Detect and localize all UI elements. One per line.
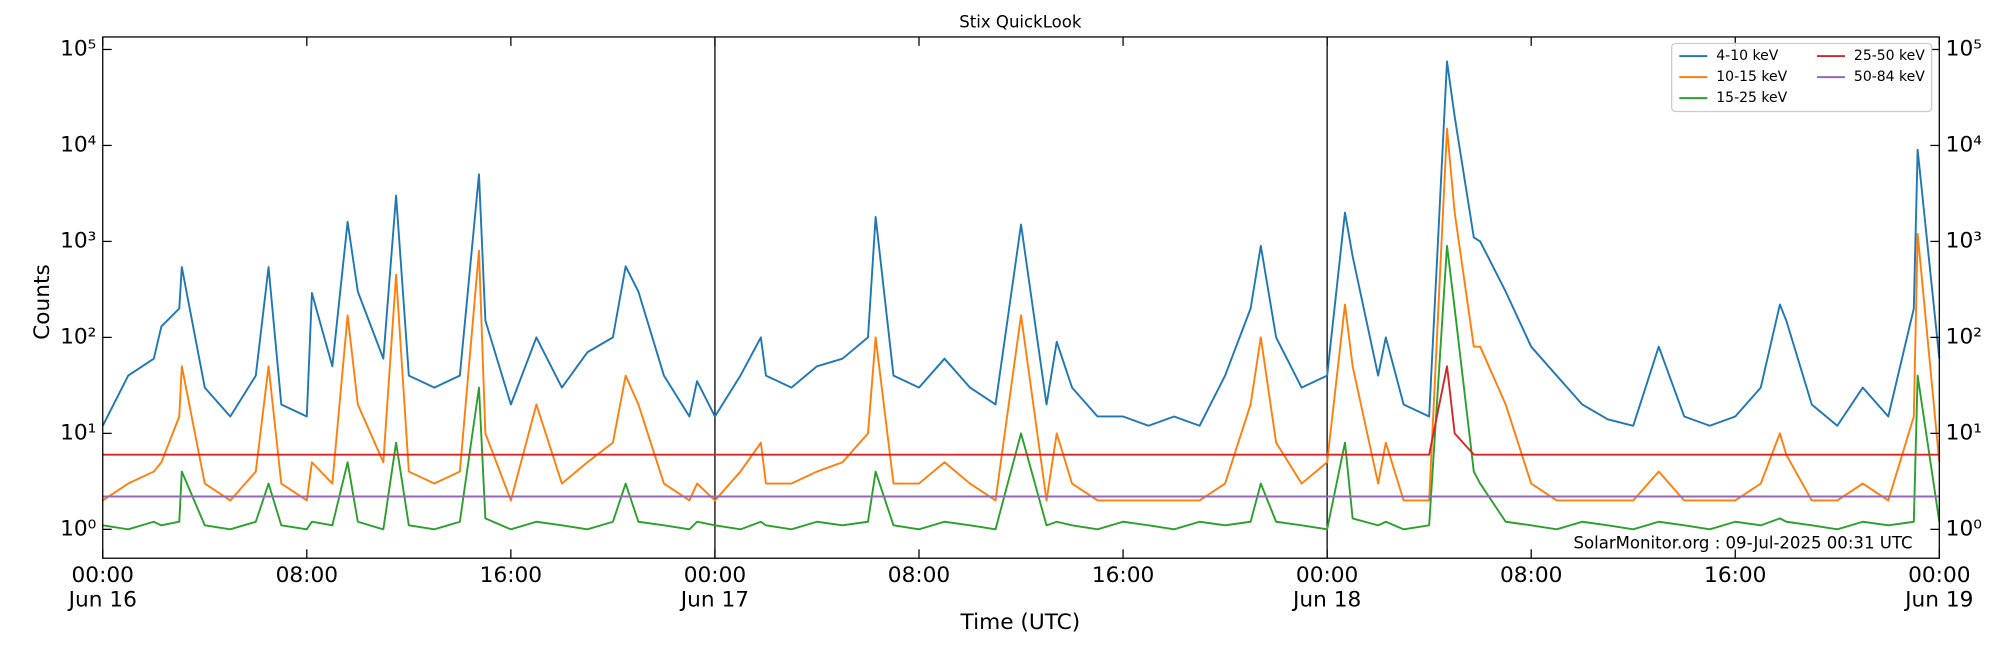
x-tick-label: 08:00 bbox=[888, 563, 950, 588]
series-line bbox=[102, 127, 1941, 502]
y-tick-label: 10⁵ bbox=[60, 36, 96, 61]
x-tick-label: 00:00 Jun 16 bbox=[67, 563, 137, 612]
x-tick-label: 00:00 Jun 18 bbox=[1291, 563, 1361, 612]
y-tick-label: 10³ bbox=[1946, 228, 1982, 253]
y-tick-label: 10³ bbox=[60, 228, 96, 253]
chart-title: Stix QuickLook bbox=[959, 12, 1082, 31]
y-tick-label: 10⁰ bbox=[1946, 516, 1982, 541]
legend-label: 25-50 keV bbox=[1854, 48, 1925, 64]
y-tick-label: 10⁰ bbox=[60, 516, 96, 541]
legend-label: 50-84 keV bbox=[1854, 69, 1925, 85]
x-axis-label: Time (UTC) bbox=[960, 610, 1081, 635]
series-line bbox=[102, 244, 1941, 531]
legend: 4-10 keV 10-15 keV 15-25 keV 25-50 keV 50-84… bbox=[1671, 42, 1933, 113]
y-tick-label: 10¹ bbox=[60, 420, 96, 445]
x-tick-label: 00:00 Jun 17 bbox=[679, 563, 749, 612]
x-tick-label: 16:00 bbox=[1704, 563, 1766, 588]
x-tick-label: 16:00 bbox=[1092, 563, 1154, 588]
legend-label: 4-10 keV bbox=[1716, 48, 1778, 64]
series-line bbox=[101, 60, 1941, 427]
y-tick-label: 10² bbox=[1946, 324, 1982, 349]
plot-frame bbox=[102, 36, 1940, 559]
x-tick-label: 16:00 bbox=[480, 563, 542, 588]
x-tick-label: 00:00 Jun 19 bbox=[1903, 563, 1973, 612]
x-tick-label: 08:00 bbox=[276, 563, 338, 588]
legend-box bbox=[1671, 42, 1933, 113]
x-tick-label: 08:00 bbox=[1500, 563, 1562, 588]
y-axis-label: Counts bbox=[30, 264, 55, 340]
y-tick-label: 10² bbox=[60, 324, 96, 349]
legend-label: 15-25 keV bbox=[1716, 90, 1787, 106]
y-tick-label: 10¹ bbox=[1946, 420, 1982, 445]
legend-label: 10-15 keV bbox=[1716, 69, 1787, 85]
annotation: SolarMonitor.org : 09-Jul-2025 00:31 UTC bbox=[1574, 534, 1913, 553]
y-tick-label: 10⁴ bbox=[60, 132, 96, 157]
series-line bbox=[102, 365, 1940, 456]
y-tick-label: 10⁴ bbox=[1946, 132, 1982, 157]
y-tick-label: 10⁵ bbox=[1946, 36, 1982, 61]
